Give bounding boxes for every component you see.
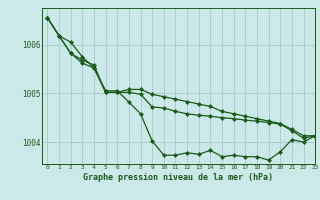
X-axis label: Graphe pression niveau de la mer (hPa): Graphe pression niveau de la mer (hPa) — [84, 173, 273, 182]
